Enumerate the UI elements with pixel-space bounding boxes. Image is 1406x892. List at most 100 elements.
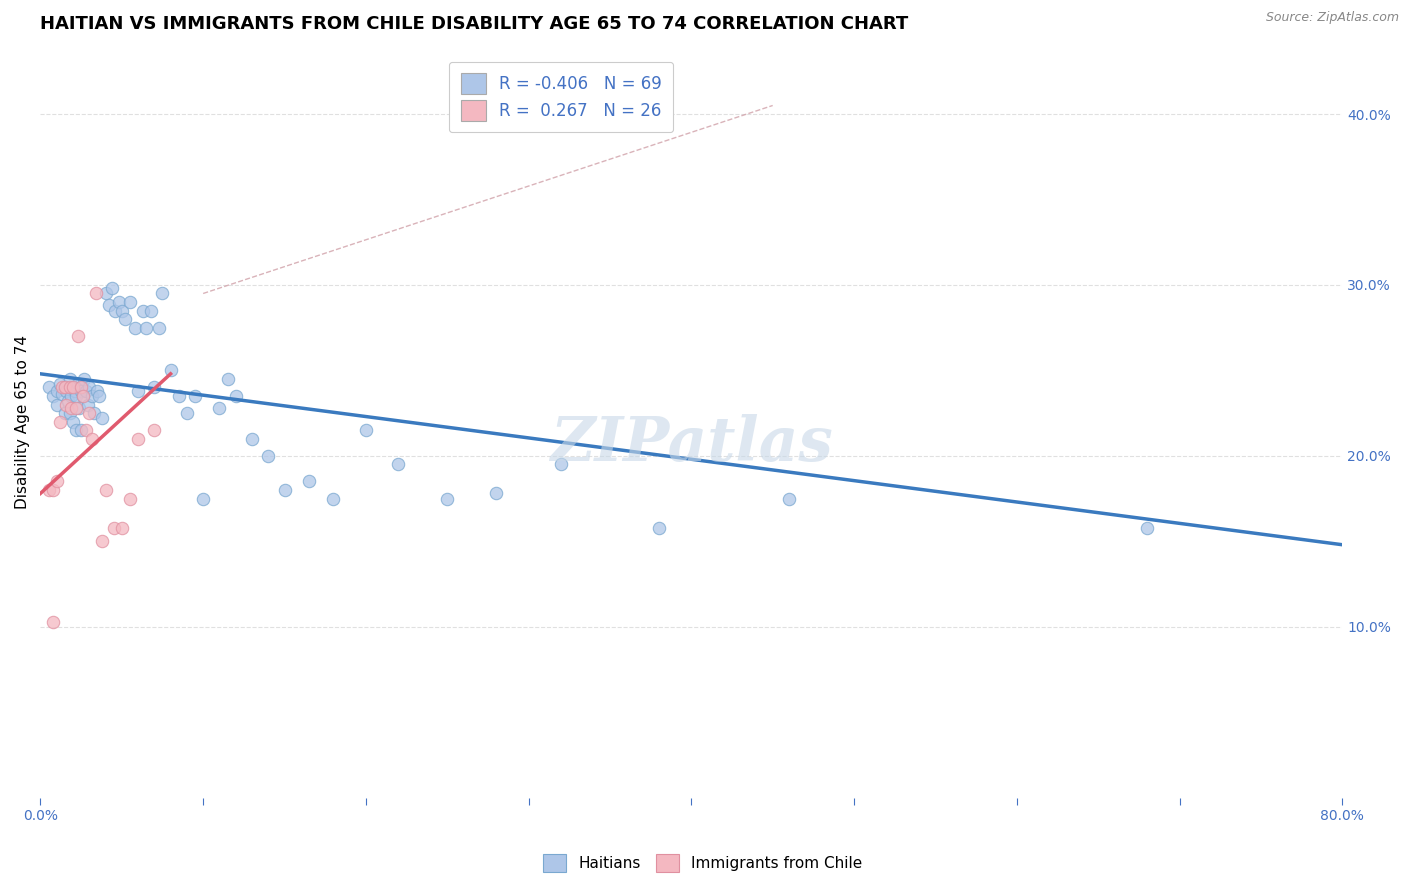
Point [49,377,72,392]
Point [322,491,344,506]
Point [1136,521,1159,535]
Point [550,458,572,472]
Point [62,380,84,394]
Point [49,415,72,429]
Point [59,380,82,394]
Point [55,384,77,398]
Point [66,377,89,392]
Point [436,491,458,506]
Point [45,475,67,489]
Point [73,372,96,386]
Point [94,483,117,497]
Point [143,380,166,394]
Point [240,432,263,446]
Point [53,406,76,420]
Point [65,401,87,415]
Point [77,380,100,394]
Point [107,295,129,310]
Legend: Haitians, Immigrants from Chile: Haitians, Immigrants from Chile [536,846,870,880]
Legend: R = -0.406   N = 69, R =  0.267   N = 26: R = -0.406 N = 69, R = 0.267 N = 26 [449,62,673,132]
Point [139,303,162,318]
Point [84,286,107,301]
Point [124,320,146,334]
Point [83,406,105,420]
Point [104,303,127,318]
Point [159,363,181,377]
Point [94,286,117,301]
Point [82,389,104,403]
Point [75,384,97,398]
Point [65,423,87,437]
Point [62,415,84,429]
Point [38,483,60,497]
Point [76,398,98,412]
Point [86,384,108,398]
Point [77,406,100,420]
Point [111,521,134,535]
Point [70,384,93,398]
Point [298,475,321,489]
Point [51,380,73,394]
Point [167,389,190,403]
Point [53,380,76,394]
Point [648,521,671,535]
Point [143,423,166,437]
Point [127,432,149,446]
Point [60,389,83,403]
Point [42,389,65,403]
Point [127,384,149,398]
Point [53,380,76,394]
Point [91,534,114,549]
Point [103,521,125,535]
Point [91,411,114,425]
Point [778,491,800,506]
Point [72,389,94,403]
Point [111,303,134,318]
Point [59,406,82,420]
Point [132,303,155,318]
Point [273,483,295,497]
Point [70,380,93,394]
Point [45,384,67,398]
Point [97,298,120,312]
Point [217,372,239,386]
Point [75,423,97,437]
Point [45,398,67,412]
Point [118,295,141,310]
Point [176,406,198,420]
Point [65,389,87,403]
Point [38,380,60,394]
Text: Source: ZipAtlas.com: Source: ZipAtlas.com [1265,11,1399,24]
Point [191,491,214,506]
Point [69,401,91,415]
Point [42,615,65,629]
Point [135,320,157,334]
Point [354,423,377,437]
Point [387,458,409,472]
Point [59,372,82,386]
Point [257,449,280,463]
Point [485,486,508,500]
Text: HAITIAN VS IMMIGRANTS FROM CHILE DISABILITY AGE 65 TO 74 CORRELATION CHART: HAITIAN VS IMMIGRANTS FROM CHILE DISABIL… [41,15,908,33]
Text: ZIPatlas: ZIPatlas [550,414,832,475]
Y-axis label: Disability Age 65 to 74: Disability Age 65 to 74 [15,334,30,508]
Point [42,483,65,497]
Point [114,312,136,326]
Point [101,281,124,295]
Point [66,329,89,343]
Point [51,387,73,401]
Point [82,432,104,446]
Point [208,401,231,415]
Point [118,491,141,506]
Point [72,389,94,403]
Point [184,389,207,403]
Point [152,286,174,301]
Point [148,320,170,334]
Point [60,401,83,415]
Point [225,389,247,403]
Point [56,394,79,409]
Point [87,389,110,403]
Point [55,398,77,412]
Point [62,380,84,394]
Point [70,423,93,437]
